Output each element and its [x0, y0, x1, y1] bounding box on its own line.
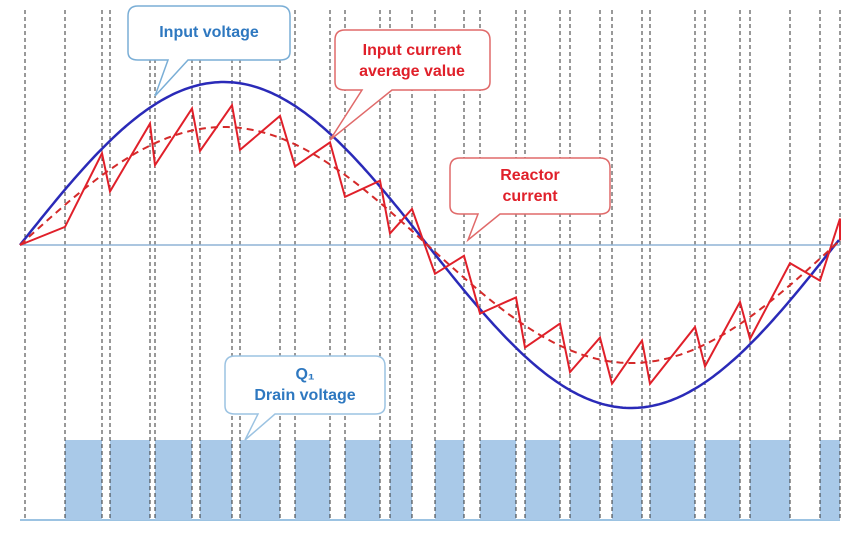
pulse — [435, 440, 464, 520]
callout-input-voltage: Input voltage — [127, 5, 291, 97]
callout-reactor-current: Reactor current — [449, 157, 611, 243]
pulse — [480, 440, 516, 520]
pulse — [390, 440, 412, 520]
pulse — [295, 440, 330, 520]
pulse — [200, 440, 232, 520]
callout-text: Q₁ — [295, 366, 314, 383]
callout-box — [224, 355, 386, 441]
callout-text: Drain voltage — [254, 387, 355, 404]
pulse — [240, 440, 280, 520]
callout-text: Input voltage — [159, 24, 259, 41]
pulse — [612, 440, 642, 520]
drain-voltage-pulses — [20, 440, 840, 521]
callout-drain-voltage: Q₁ Drain voltage — [224, 355, 386, 441]
pulse — [820, 440, 840, 520]
callout-text: Reactor — [500, 167, 560, 184]
pulse — [570, 440, 600, 520]
callout-text: current — [502, 188, 558, 205]
reactor-current-wave — [19, 102, 841, 387]
pulse — [65, 440, 102, 520]
pulse — [705, 440, 740, 520]
average-current-wave — [19, 126, 840, 364]
pulse — [525, 440, 560, 520]
pulse — [155, 440, 192, 520]
callout-text: average value — [359, 63, 465, 80]
callout-text: Input current — [363, 42, 462, 59]
pulse — [110, 440, 150, 520]
callout-box — [449, 157, 611, 243]
pulse — [750, 440, 790, 520]
callout-box — [329, 29, 491, 141]
pulse — [345, 440, 380, 520]
callout-input-current-average: Input current average value — [329, 29, 491, 141]
pulse — [650, 440, 695, 520]
callout-box — [127, 5, 291, 97]
